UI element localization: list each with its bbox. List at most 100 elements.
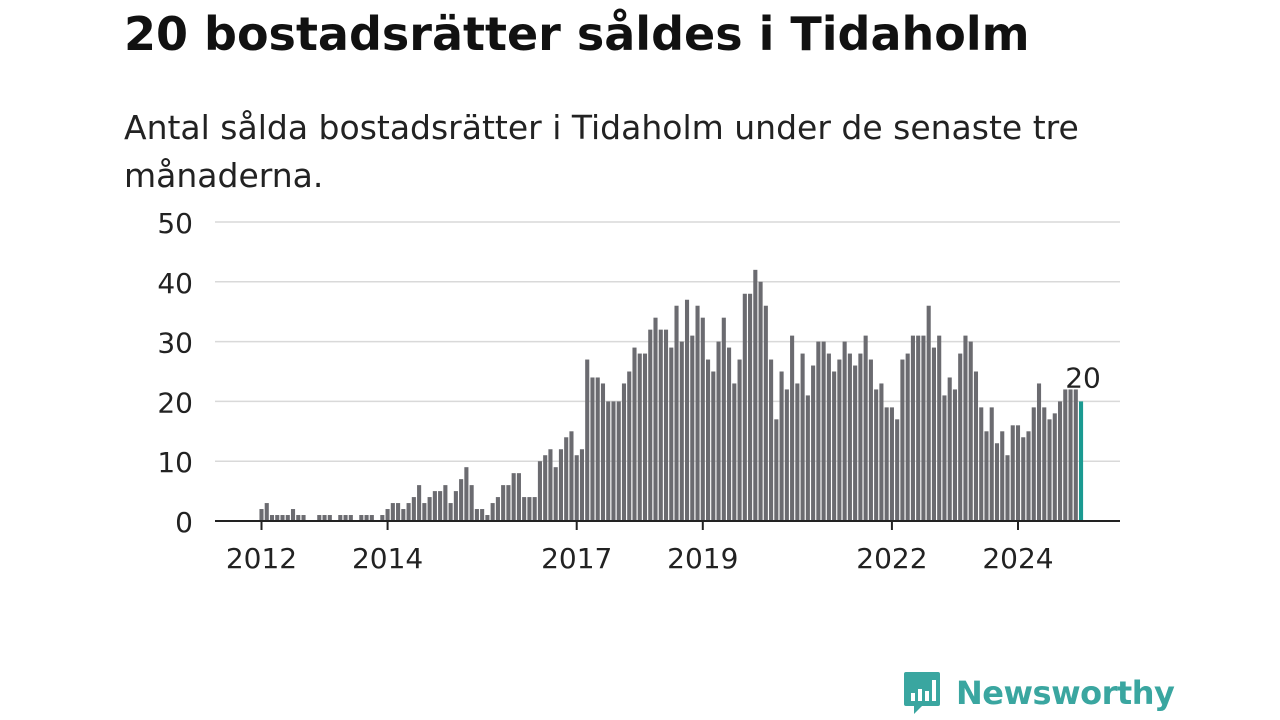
bar: [585, 359, 590, 521]
bar: [826, 353, 831, 521]
bar: [443, 485, 448, 521]
bar: [774, 419, 779, 521]
bar: [1036, 383, 1042, 521]
bar: [338, 515, 343, 521]
x-tick-label: 2022: [856, 542, 927, 575]
bar: [716, 341, 721, 521]
bar: [874, 389, 879, 521]
bar: [522, 497, 527, 521]
bar: [422, 503, 427, 521]
bar: [748, 293, 753, 521]
bar: [790, 335, 795, 521]
y-tick-label: 50: [157, 207, 193, 240]
bar: [553, 467, 558, 521]
bar: [753, 269, 758, 521]
y-tick-label: 10: [157, 446, 193, 479]
bar: [406, 503, 411, 521]
bar: [595, 377, 600, 521]
bar: [937, 335, 942, 521]
bar: [779, 371, 784, 521]
bar: [821, 341, 826, 521]
bar: [732, 383, 737, 521]
bar: [543, 455, 548, 521]
bar: [290, 509, 296, 521]
bar: [616, 401, 621, 521]
bar: [973, 371, 979, 521]
bar: [611, 401, 616, 521]
bar: [784, 389, 789, 521]
bar: [758, 281, 763, 521]
bar: [900, 359, 905, 521]
bar: [448, 503, 453, 521]
bar: [511, 473, 516, 521]
bar: [642, 353, 648, 521]
bar: [1026, 431, 1031, 521]
bar: [401, 509, 406, 521]
bar: [590, 377, 595, 521]
bar: [527, 497, 532, 521]
bar: [847, 353, 852, 521]
bar: [1057, 401, 1063, 521]
bar: [669, 347, 674, 521]
bar: [558, 449, 563, 521]
bar: [464, 467, 469, 521]
bar: [453, 491, 458, 521]
bar: [627, 371, 632, 521]
bar: [663, 329, 669, 521]
bar: [564, 437, 569, 521]
bar: [1010, 425, 1015, 521]
bar: [658, 329, 663, 521]
bar: [501, 485, 506, 521]
bar: [895, 419, 900, 521]
bar: [548, 449, 553, 521]
bar: [1042, 407, 1047, 521]
bar: [884, 407, 889, 521]
bar: [1015, 425, 1021, 521]
bar: [795, 383, 800, 521]
bar: [942, 395, 947, 521]
bar: [369, 515, 374, 521]
bar: [438, 491, 443, 521]
bar: [706, 359, 711, 521]
bar: [979, 407, 984, 521]
bar: [385, 509, 390, 521]
bar: [432, 491, 437, 521]
bar: [868, 359, 873, 521]
chart-subtitle: Antal sålda bostadsrätter i Tidaholm und…: [124, 108, 1079, 195]
bar: [769, 359, 774, 521]
bar: [858, 353, 863, 521]
x-axis: 2012 2014 2017 2019 2022 2024: [215, 520, 1120, 575]
bar-highlight: [1078, 401, 1084, 521]
bar: [285, 515, 290, 521]
bar: [1047, 419, 1052, 521]
brand-name: Newsworthy: [956, 674, 1175, 712]
bar: [984, 431, 989, 521]
chart-title: 20 bostadsrätter såldes i Tidaholm: [124, 7, 1030, 61]
bar: [579, 449, 585, 521]
bar: [727, 347, 732, 521]
bar: [296, 515, 301, 521]
bar: [301, 515, 306, 521]
bar: [532, 497, 537, 521]
bar: [1063, 389, 1068, 521]
bar: [931, 347, 936, 521]
y-tick-label: 40: [157, 267, 193, 300]
bar: [811, 365, 816, 521]
newsworthy-logo: Newsworthy: [902, 670, 1175, 716]
bar: [259, 509, 264, 521]
bar: [632, 347, 637, 521]
bar: [700, 317, 705, 521]
bar: [459, 479, 464, 521]
bar: [947, 377, 952, 521]
bar: [469, 485, 474, 521]
bar: [816, 341, 821, 521]
bar: [327, 515, 332, 521]
bar: [417, 485, 422, 521]
bar: [390, 503, 395, 521]
bar: [1005, 455, 1010, 521]
bar: [905, 353, 910, 521]
bar: [926, 305, 931, 521]
bar: [485, 515, 490, 521]
bar: [480, 509, 485, 521]
bar: [1052, 413, 1057, 521]
